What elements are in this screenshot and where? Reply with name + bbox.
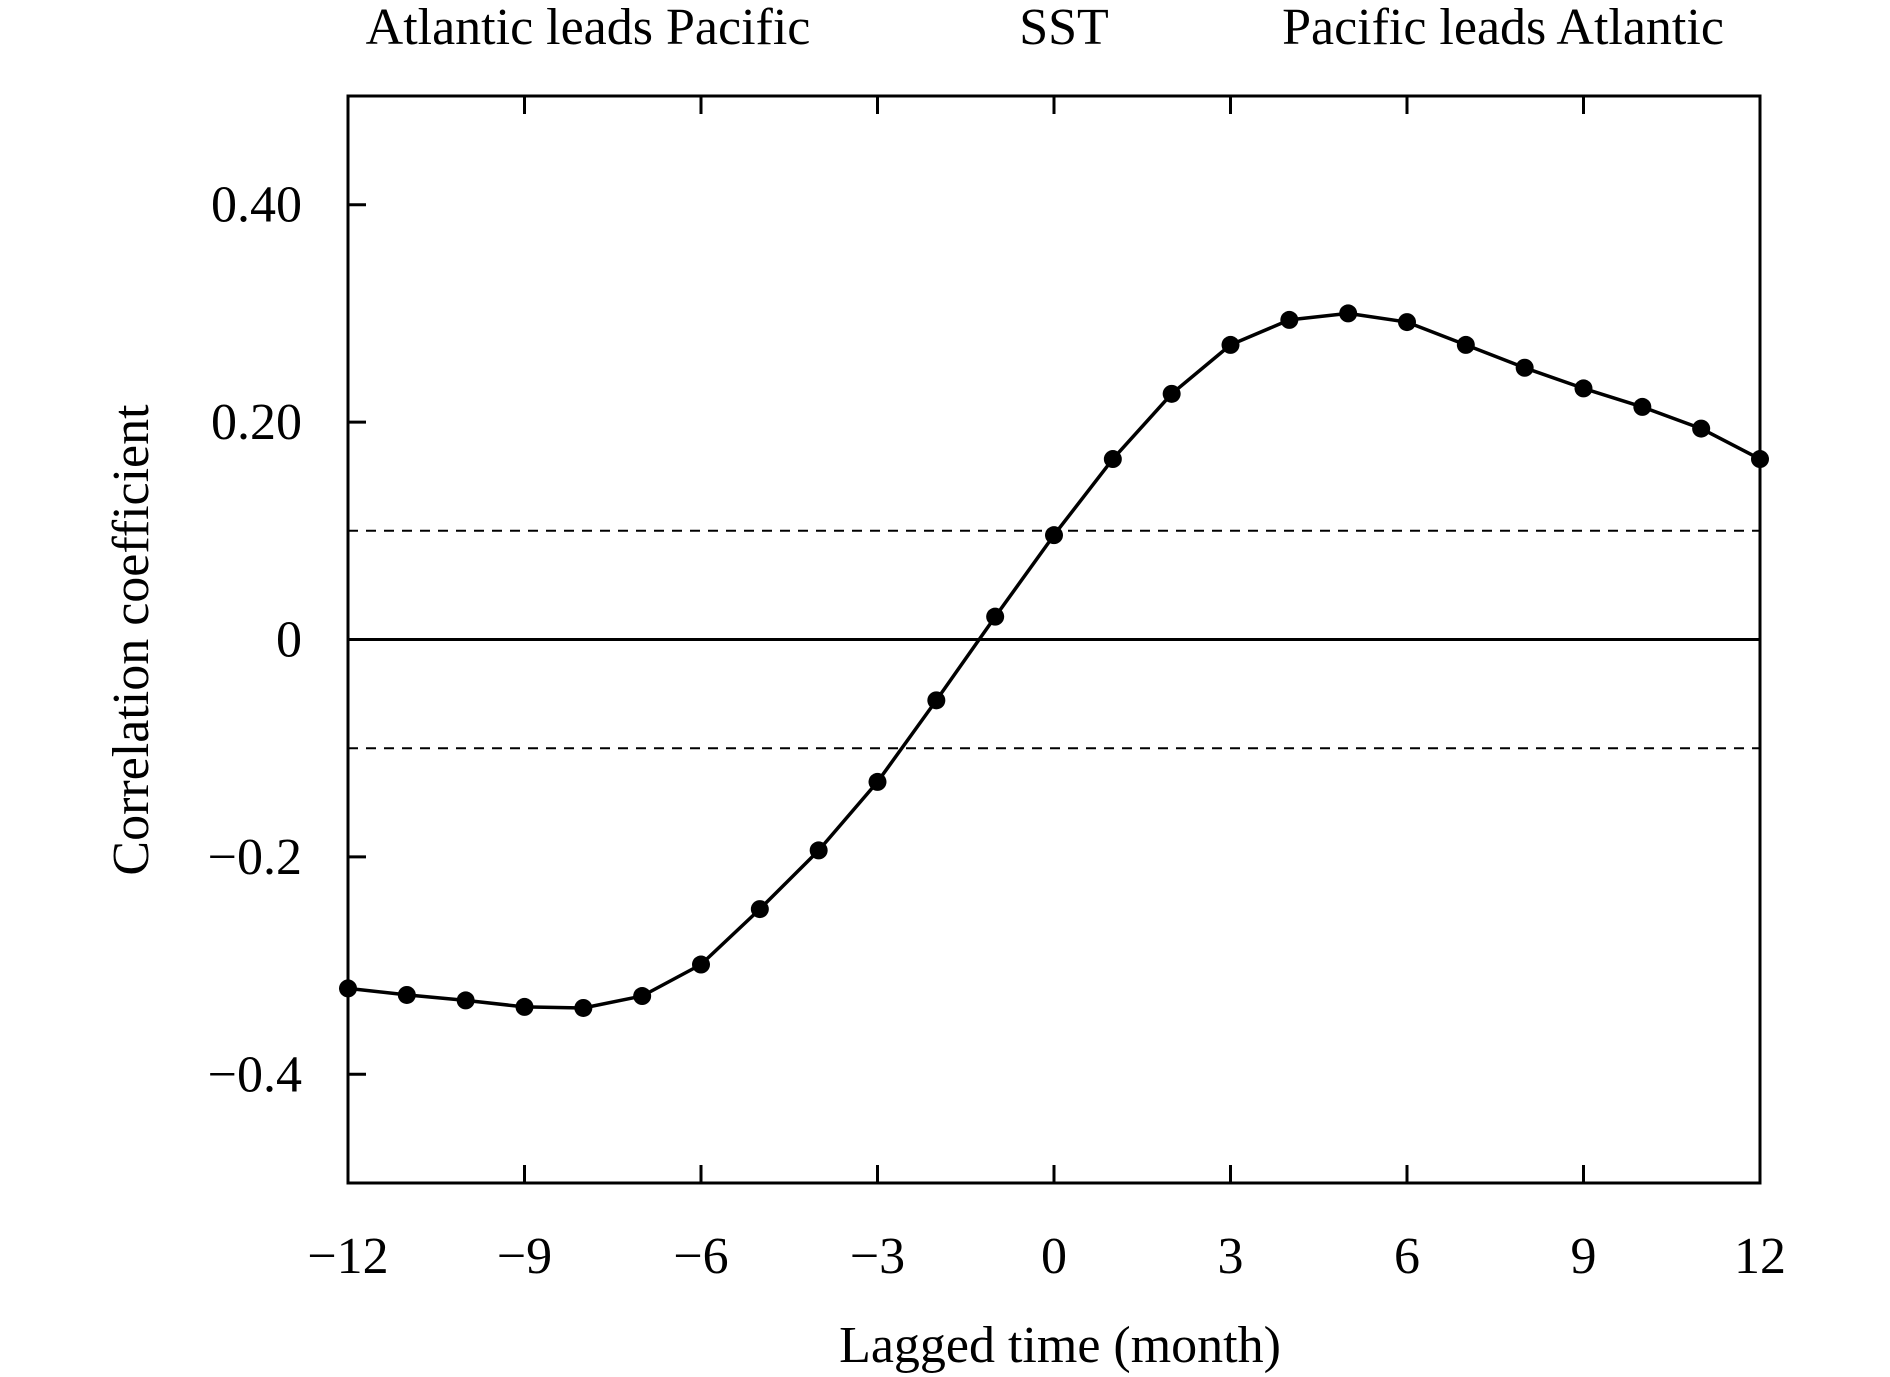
data-point xyxy=(515,997,534,1016)
x-tick-label: −9 xyxy=(497,1228,552,1285)
data-point xyxy=(1339,304,1358,323)
x-tick-label: 3 xyxy=(1218,1228,1244,1285)
data-point xyxy=(339,979,357,998)
x-tick-label: −6 xyxy=(673,1228,728,1285)
data-point xyxy=(1398,313,1416,332)
reference-lines xyxy=(348,529,1760,750)
data-point xyxy=(750,900,769,919)
x-axis-title: Lagged time (month) xyxy=(839,1317,1281,1374)
data-point xyxy=(1280,310,1299,329)
series-line xyxy=(347,311,1761,1010)
data-point xyxy=(1574,379,1593,398)
data-series xyxy=(339,304,1769,1017)
data-point xyxy=(927,691,946,710)
data-point xyxy=(1633,397,1652,416)
data-point xyxy=(633,987,652,1006)
data-point xyxy=(1162,384,1181,403)
top-label-right: Pacific leads Atlantic xyxy=(1282,0,1724,56)
data-point xyxy=(456,991,475,1010)
data-point xyxy=(397,985,416,1004)
data-point xyxy=(1456,335,1475,354)
data-point xyxy=(1751,450,1769,469)
data-point xyxy=(1103,450,1122,469)
data-point xyxy=(986,607,1005,626)
data-point xyxy=(1692,419,1711,438)
data-point xyxy=(868,772,887,791)
y-tick-label: −0.2 xyxy=(208,829,302,886)
x-tick-label: 0 xyxy=(1041,1228,1067,1285)
data-point xyxy=(1221,335,1240,354)
y-tick-label: −0.4 xyxy=(208,1046,302,1103)
axes: −12 −9 −6 −3 0 3 6 9 12 0.40 0.20 0 −0.2 −0.4 xyxy=(208,94,1786,1285)
x-tick-label: 12 xyxy=(1734,1228,1786,1285)
y-tick-label: 0 xyxy=(276,612,302,669)
data-point xyxy=(1045,526,1063,545)
x-tick-label: 9 xyxy=(1571,1228,1597,1285)
x-tick-label: −3 xyxy=(850,1228,905,1285)
top-label-left: Atlantic leads Pacific xyxy=(366,0,811,56)
x-tick-label: 6 xyxy=(1394,1228,1420,1285)
data-point xyxy=(1515,358,1534,377)
axis-labels: Atlantic leads Pacific SST Pacific leads… xyxy=(103,0,1724,1374)
data-point xyxy=(574,998,593,1017)
top-label-center: SST xyxy=(1019,0,1109,56)
y-tick-label: 0.20 xyxy=(211,394,302,451)
y-axis-title: Correlation coefficient xyxy=(103,404,160,876)
data-point xyxy=(692,955,710,974)
y-tick-label: 0.40 xyxy=(211,177,302,234)
data-point xyxy=(809,841,828,860)
x-tick-label: −12 xyxy=(307,1228,388,1285)
